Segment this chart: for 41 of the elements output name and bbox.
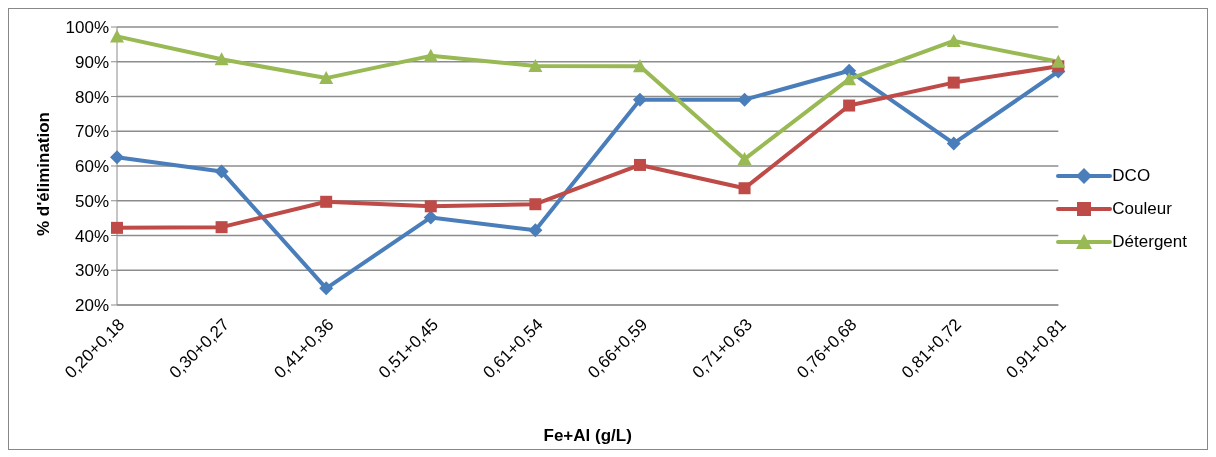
- point: [946, 33, 961, 47]
- y-tick-label: 40%: [74, 226, 109, 246]
- y-tick-label: 50%: [74, 191, 109, 211]
- point: [842, 72, 857, 86]
- y-tick-label: 60%: [74, 157, 109, 177]
- point: [843, 99, 856, 112]
- legend-label: Détergent: [1112, 231, 1187, 252]
- point: [738, 182, 751, 195]
- point: [737, 92, 752, 107]
- y-tick-label: 20%: [74, 296, 109, 316]
- y-tick-label: 70%: [74, 122, 109, 142]
- x-axis-title: Fe+Al (g/L): [543, 426, 632, 445]
- y-tick-label: 80%: [74, 87, 109, 107]
- point: [737, 152, 752, 166]
- point: [215, 221, 228, 234]
- point: [424, 200, 437, 213]
- point: [423, 48, 438, 62]
- point: [110, 29, 124, 43]
- point: [423, 210, 438, 225]
- point: [214, 164, 229, 179]
- point: [946, 136, 961, 151]
- point: [110, 150, 124, 165]
- point: [320, 195, 333, 208]
- point: [1051, 54, 1066, 68]
- point: [319, 281, 334, 296]
- y-axis-title: % d'élimination: [34, 112, 54, 236]
- point: [633, 158, 646, 171]
- point: [528, 223, 543, 238]
- legend-label: DCO: [1112, 165, 1151, 186]
- y-tick-label: 100%: [65, 18, 109, 38]
- point: [214, 52, 229, 66]
- point: [947, 76, 960, 89]
- legend-label: Couleur: [1112, 198, 1172, 219]
- point: [529, 198, 542, 211]
- point: [632, 92, 647, 107]
- y-tick-label: 30%: [74, 261, 109, 281]
- point: [632, 59, 647, 73]
- point: [528, 58, 543, 72]
- point: [319, 71, 334, 85]
- point: [111, 221, 123, 234]
- y-tick-label: 90%: [74, 52, 109, 72]
